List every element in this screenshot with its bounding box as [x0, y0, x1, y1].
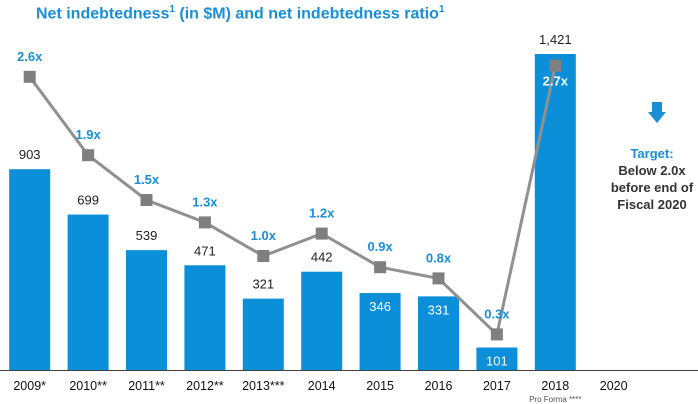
- bar: [242, 298, 284, 370]
- bar: [476, 347, 518, 370]
- bar: [418, 296, 459, 370]
- x-tick-label: 2012**: [186, 379, 224, 393]
- bar-value-label: 101: [486, 354, 508, 369]
- ratio-label: 1.5x: [134, 172, 160, 187]
- bar: [534, 54, 576, 370]
- bar-value-label: 471: [194, 243, 216, 258]
- chart-title: Net indebtedness1 (in $M) and net indebt…: [36, 4, 445, 23]
- ratio-label: 0.8x: [426, 250, 452, 265]
- bar: [301, 271, 343, 370]
- ratio-marker: [490, 328, 503, 341]
- ratio-marker: [374, 261, 387, 274]
- title-main: Net indebtedness: [36, 5, 170, 23]
- x-tick-label: 2014: [308, 379, 336, 393]
- bar: [67, 214, 109, 370]
- target-head: Target:: [630, 146, 674, 161]
- bar-value-label: 331: [428, 302, 450, 317]
- bar: [9, 169, 51, 370]
- bar: [184, 265, 226, 370]
- ratio-marker: [432, 272, 445, 285]
- ratio-label: 1.2x: [309, 206, 335, 221]
- title-footnote-1: 1: [169, 4, 175, 15]
- target-body: Below 2.0x before end of Fiscal 2020: [610, 163, 694, 212]
- ratio-label: 1.9x: [75, 127, 101, 142]
- ratio-marker: [549, 59, 562, 72]
- x-tick-label: 2015: [366, 379, 394, 393]
- bar-value-label: 346: [369, 299, 391, 314]
- ratio-label: 0.3x: [484, 306, 510, 321]
- x-tick-label: 2017: [483, 379, 511, 393]
- ratio-marker: [315, 227, 328, 240]
- ratio-line: [28, 65, 557, 338]
- x-tick-label: 2018: [541, 379, 569, 393]
- ratio-marker: [82, 149, 95, 162]
- x-tick-label: 2010**: [69, 379, 107, 393]
- x-tick-label: 2009*: [13, 379, 46, 393]
- title-footnote-2: 1: [438, 4, 445, 15]
- x-tick-label: 2013***: [242, 379, 285, 393]
- ratio-marker: [198, 216, 211, 229]
- ratio-marker: [257, 250, 270, 262]
- ratio-label: 1.0x: [251, 228, 277, 243]
- ratio-marker: [140, 194, 153, 206]
- bar-value-label: 903: [19, 147, 41, 162]
- bar-value-label: 699: [77, 193, 99, 208]
- bar: [359, 293, 401, 370]
- x-tick-label: 2016: [425, 379, 453, 393]
- bar: [126, 250, 167, 370]
- bar-value-label: 1,421: [539, 32, 572, 47]
- ratio-label: 2.7x: [543, 74, 569, 89]
- ratio-label: 1.3x: [192, 194, 218, 209]
- bar-value-label: 539: [136, 228, 158, 243]
- x-tick-label: 2020: [600, 379, 628, 393]
- down-arrow-icon: [648, 102, 666, 123]
- x-tick-label: 2011**: [128, 379, 165, 393]
- ratio-label: 2.6x: [17, 49, 43, 64]
- target-note: Target: Below 2.0x before end of Fiscal …: [604, 145, 698, 213]
- ratio-marker: [23, 70, 36, 83]
- bar-value-label: 442: [311, 250, 333, 265]
- bar-value-label: 321: [252, 277, 274, 292]
- ratio-label: 0.9x: [367, 239, 393, 254]
- x-sub-label: Pro Forma ****: [529, 395, 581, 404]
- title-rest: (in $M) and net indebtedness ratio: [174, 5, 439, 23]
